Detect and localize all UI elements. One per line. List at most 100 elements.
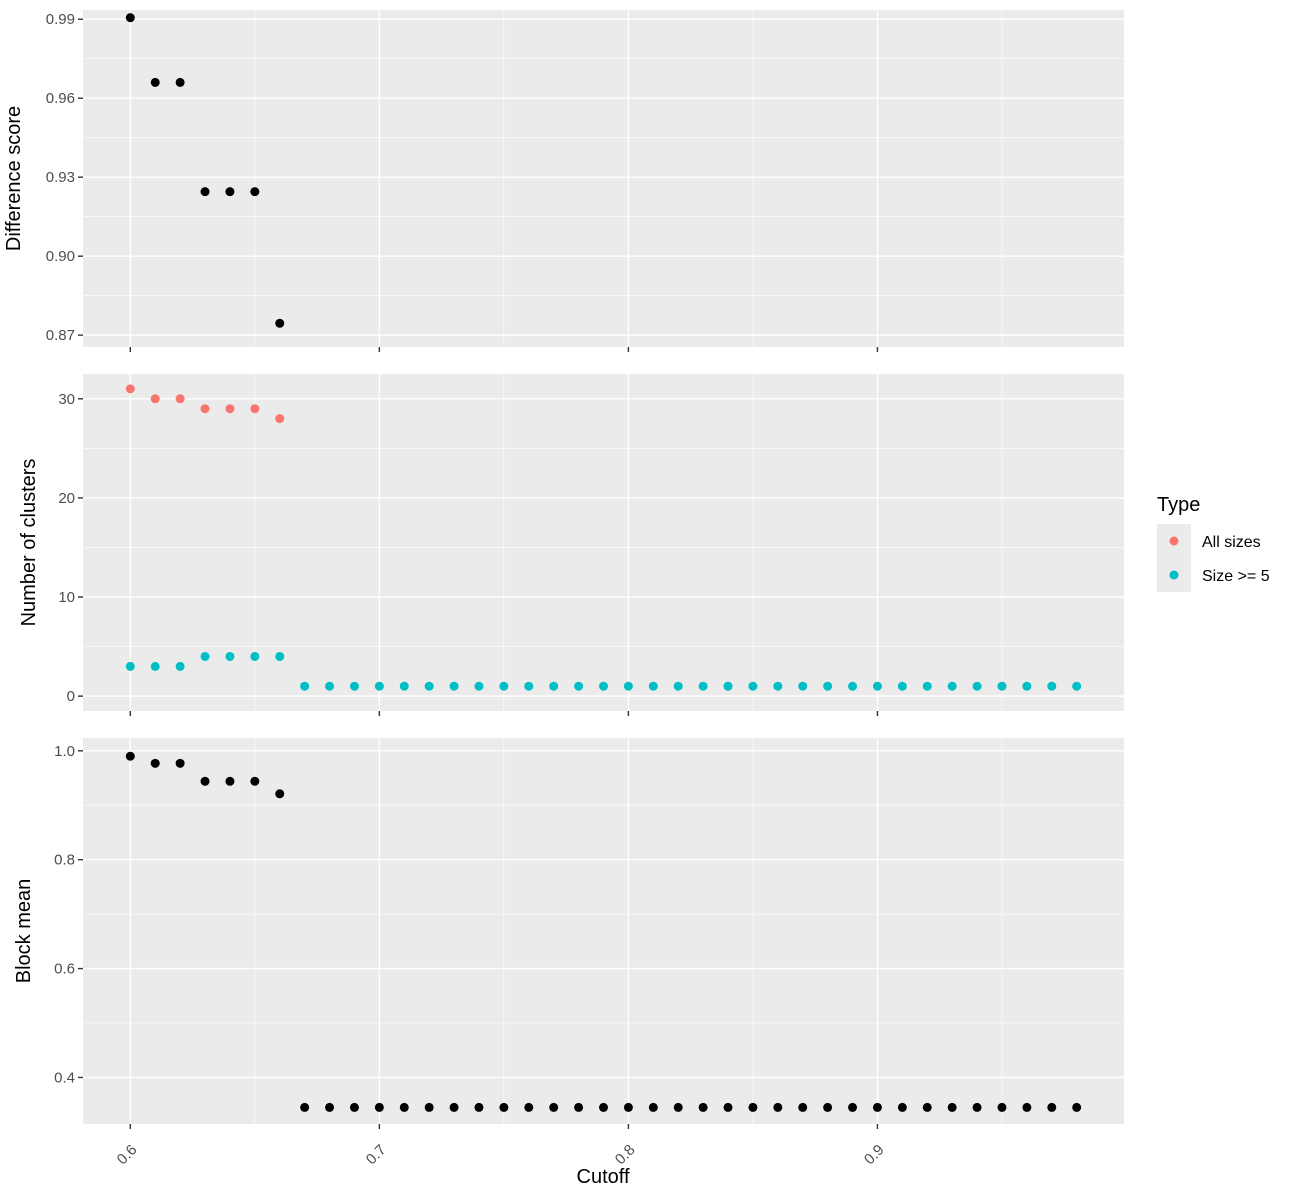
data-point bbox=[723, 681, 733, 691]
data-point bbox=[848, 1102, 858, 1112]
data-point bbox=[175, 77, 185, 87]
data-point bbox=[250, 776, 260, 786]
panel-1: 0.87 0.90 0.93 0.96 0.99 Difference score bbox=[3, 10, 1124, 352]
data-point bbox=[225, 651, 235, 661]
data-point bbox=[175, 661, 185, 671]
data-point bbox=[798, 681, 808, 691]
data-point bbox=[374, 1102, 384, 1112]
data-point bbox=[872, 681, 882, 691]
legend-label-size-ge-5: Size >= 5 bbox=[1202, 568, 1270, 585]
data-point bbox=[225, 404, 235, 414]
data-point bbox=[997, 1102, 1007, 1112]
y-tick-label: 1.0 bbox=[54, 743, 75, 760]
panel-background bbox=[83, 10, 1124, 347]
data-point bbox=[748, 1102, 758, 1112]
legend-title: Type bbox=[1157, 494, 1200, 516]
data-point bbox=[449, 1102, 459, 1112]
data-point bbox=[349, 1102, 359, 1112]
y-tick-label: 0.87 bbox=[46, 327, 75, 344]
data-point bbox=[773, 1102, 783, 1112]
x-axis-title: Cutoff bbox=[577, 1166, 630, 1188]
data-point bbox=[823, 1102, 833, 1112]
data-point bbox=[723, 1102, 733, 1112]
data-point bbox=[698, 1102, 708, 1112]
data-point bbox=[175, 394, 185, 404]
y-tick-label: 0 bbox=[67, 688, 75, 705]
y-tick-label: 0.4 bbox=[54, 1069, 75, 1086]
data-point bbox=[474, 681, 484, 691]
data-point bbox=[150, 661, 160, 671]
data-point bbox=[648, 1102, 658, 1112]
y-tick-label: 20 bbox=[58, 490, 75, 507]
data-point bbox=[1072, 1102, 1082, 1112]
y-tick-label: 0.6 bbox=[54, 961, 75, 978]
data-point bbox=[549, 1102, 559, 1112]
data-point bbox=[499, 1102, 509, 1112]
data-point bbox=[374, 681, 384, 691]
data-point bbox=[972, 681, 982, 691]
data-point bbox=[150, 758, 160, 768]
data-point bbox=[648, 681, 658, 691]
data-point bbox=[848, 681, 858, 691]
y-tick-label: 10 bbox=[58, 589, 75, 606]
series-2 bbox=[125, 651, 1082, 691]
legend-label-all-sizes: All sizes bbox=[1202, 534, 1261, 551]
data-point bbox=[798, 1102, 808, 1112]
panels-group: 0.87 0.90 0.93 0.96 0.99 Difference score 0 10 2… bbox=[3, 10, 1124, 1129]
data-point bbox=[449, 681, 459, 691]
data-point bbox=[748, 681, 758, 691]
data-point bbox=[325, 1102, 335, 1112]
legend-swatch-size-ge-5 bbox=[1169, 570, 1179, 580]
data-point bbox=[599, 681, 608, 691]
data-point bbox=[225, 187, 235, 197]
data-point bbox=[399, 681, 409, 691]
panel-2: 0 10 20 30 Number of clusters bbox=[18, 374, 1124, 716]
data-point bbox=[474, 1102, 484, 1112]
data-point bbox=[673, 1102, 683, 1112]
data-point bbox=[997, 681, 1007, 691]
panel-3: 0.4 0.6 0.8 1.0 Block mean bbox=[13, 738, 1124, 1129]
panel-background bbox=[83, 374, 1124, 711]
data-point bbox=[823, 681, 833, 691]
data-point bbox=[125, 384, 135, 394]
data-point bbox=[200, 187, 210, 197]
data-point bbox=[574, 681, 584, 691]
data-point bbox=[872, 1102, 882, 1112]
data-point bbox=[175, 758, 185, 768]
data-point bbox=[574, 1102, 584, 1112]
data-point bbox=[300, 1102, 310, 1112]
data-point bbox=[150, 394, 160, 404]
y-tick-label: 0.93 bbox=[46, 169, 75, 186]
data-point bbox=[947, 1102, 957, 1112]
y-tick-label: 0.90 bbox=[46, 248, 75, 265]
data-point bbox=[200, 776, 210, 786]
series-1 bbox=[125, 751, 1082, 1112]
y-tick-label: 0.99 bbox=[46, 11, 75, 28]
data-point bbox=[922, 1102, 932, 1112]
data-point bbox=[1022, 1102, 1032, 1112]
y-axis-title: Number of clusters bbox=[18, 459, 40, 627]
data-point bbox=[623, 681, 633, 691]
data-point bbox=[150, 77, 160, 87]
legend: Type All sizes Size >= 5 bbox=[1157, 494, 1270, 592]
data-point bbox=[275, 651, 285, 661]
data-point bbox=[524, 681, 534, 691]
data-point bbox=[499, 681, 509, 691]
legend-swatch-all-sizes bbox=[1169, 536, 1179, 546]
data-point bbox=[673, 681, 683, 691]
data-point bbox=[599, 1102, 608, 1112]
data-point bbox=[947, 681, 957, 691]
data-point bbox=[1022, 681, 1032, 691]
data-point bbox=[698, 681, 708, 691]
data-point bbox=[125, 661, 135, 671]
series-1 bbox=[125, 384, 285, 424]
data-point bbox=[250, 651, 260, 661]
data-point bbox=[275, 318, 285, 328]
data-point bbox=[773, 681, 783, 691]
data-point bbox=[1047, 1102, 1057, 1112]
data-point bbox=[972, 1102, 982, 1112]
data-point bbox=[349, 681, 359, 691]
data-point bbox=[524, 1102, 534, 1112]
data-point bbox=[1047, 681, 1057, 691]
